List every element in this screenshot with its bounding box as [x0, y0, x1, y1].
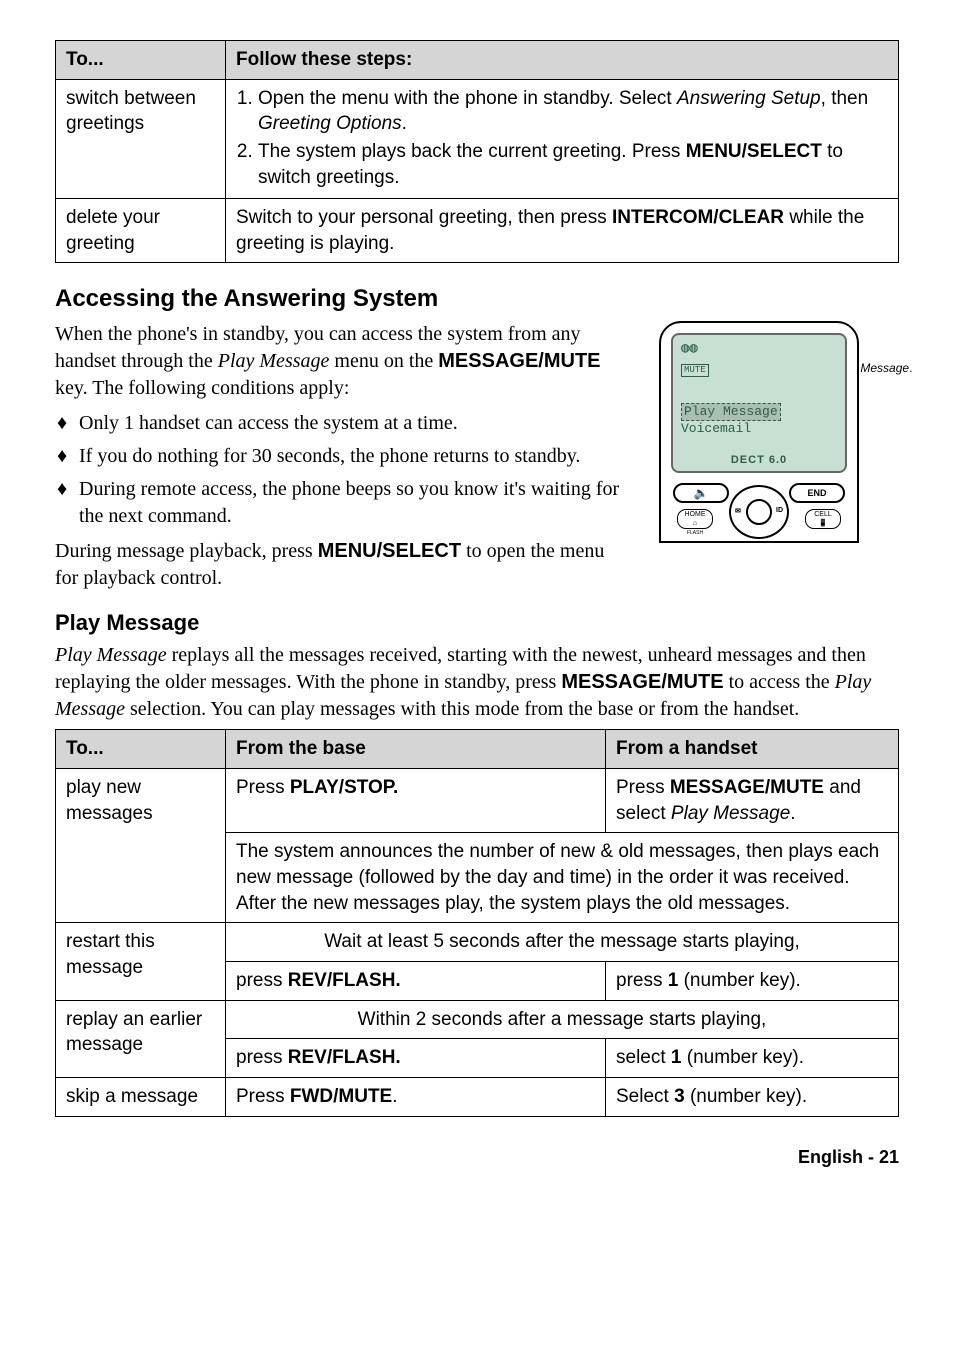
t1-r1-to: switch between greetings — [56, 79, 226, 199]
t1-r2-to: delete your greeting — [56, 199, 226, 263]
page-footer: English - 21 — [55, 1147, 899, 1168]
t2-r2-merged: Wait at least 5 seconds after the messag… — [226, 923, 899, 962]
t2-r3-base: press REV/FLASH. — [226, 1039, 606, 1078]
t2-header-base: From the base — [226, 730, 606, 769]
t2-header-handset: From a handset — [606, 730, 899, 769]
t2-r4-to: skip a message — [56, 1077, 226, 1116]
t1-r1-steps: Open the menu with the phone in standby.… — [226, 79, 899, 199]
table-row: delete your greeting Switch to your pers… — [56, 199, 899, 263]
list-item: Only 1 handset can access the system at … — [79, 410, 899, 437]
t1-header-steps: Follow these steps: — [226, 41, 899, 80]
t2-r2-base: press REV/FLASH. — [226, 961, 606, 1000]
t2-r3-to: replay an earlier message — [56, 1000, 226, 1077]
t2-r1-base: Press PLAY/STOP. — [226, 769, 606, 833]
section-heading: Accessing the Answering System — [55, 285, 899, 313]
table-row: skip a message Press FWD/MUTE. Select 3 … — [56, 1077, 899, 1116]
t2-header-to: To... — [56, 730, 226, 769]
t2-r3-hand: select 1 (number key). — [606, 1039, 899, 1078]
table-row: play new messages Press PLAY/STOP. Press… — [56, 769, 899, 833]
play-message-paragraph: Play Message replays all the messages re… — [55, 642, 899, 723]
greetings-table: To... Follow these steps: switch between… — [55, 40, 899, 263]
list-item: During remote access, the phone beeps so… — [79, 476, 899, 530]
voicemail-icon: ◍◍ — [681, 341, 837, 359]
list-item: If you do nothing for 30 seconds, the ph… — [79, 443, 899, 470]
t2-r3-merged: Within 2 seconds after a message starts … — [226, 1000, 899, 1039]
subsection-heading: Play Message — [55, 610, 899, 636]
t1-r2-steps: Switch to your personal greeting, then p… — [226, 199, 899, 263]
t2-r4-base: Press FWD/MUTE. — [226, 1077, 606, 1116]
table-row: replay an earlier message Within 2 secon… — [56, 1000, 899, 1039]
t2-r1-to: play new messages — [56, 769, 226, 923]
t2-r1-hand: Press MESSAGE/MUTE and select Play Messa… — [606, 769, 899, 833]
t2-r2-hand: press 1 (number key). — [606, 961, 899, 1000]
t1-header-to: To... — [56, 41, 226, 80]
table-row: switch between greetings Open the menu w… — [56, 79, 899, 199]
t2-r1-merged: The system announces the number of new &… — [226, 833, 899, 923]
t2-r4-hand: Select 3 (number key). — [606, 1077, 899, 1116]
mute-label: MUTE — [681, 364, 709, 377]
table-row: restart this message Wait at least 5 sec… — [56, 923, 899, 962]
playback-note: During message playback, press MENU/SELE… — [55, 538, 899, 592]
t2-r2-to: restart this message — [56, 923, 226, 1000]
playback-table: To... From the base From a handset play … — [55, 729, 899, 1116]
